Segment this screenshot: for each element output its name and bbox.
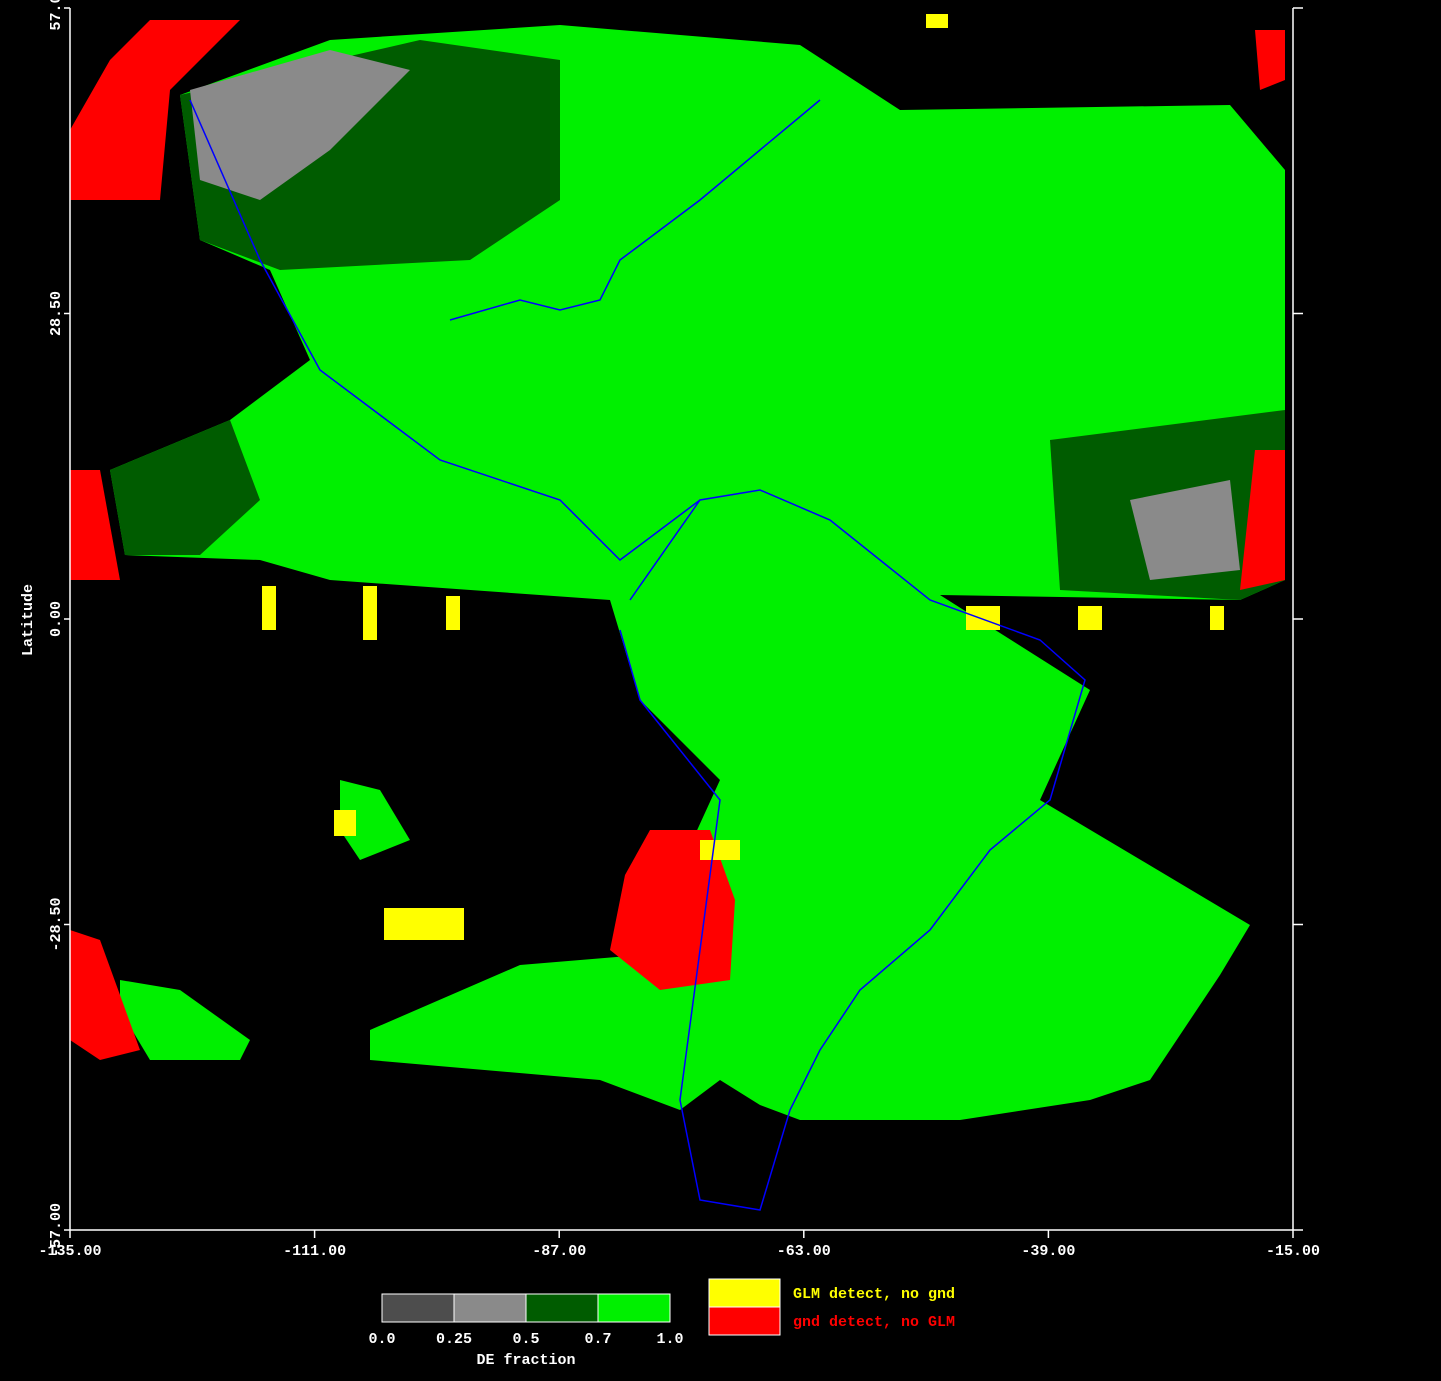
glm-only-cell xyxy=(363,586,377,640)
glm-only-cell xyxy=(700,840,740,860)
colorbar-tick-label: 0.5 xyxy=(512,1331,539,1348)
detection-region xyxy=(190,50,410,200)
colorbar-segment xyxy=(453,1293,527,1323)
y-tick-label: 28.50 xyxy=(48,291,65,336)
glm-only-cell xyxy=(384,908,464,940)
map-cells xyxy=(70,14,1285,1120)
x-tick-label: -135.00 xyxy=(38,1243,101,1260)
coastline xyxy=(449,99,821,321)
detection-region xyxy=(110,420,260,555)
gnd-only-region xyxy=(70,470,120,580)
gnd-only-region xyxy=(610,830,735,990)
legend-label: gnd detect, no GLM xyxy=(793,1314,955,1331)
x-tick-label: -87.00 xyxy=(532,1243,586,1260)
colorbar-segment xyxy=(381,1293,455,1323)
colorbar-tick-label: 0.0 xyxy=(368,1331,395,1348)
x-tick-label: -39.00 xyxy=(1021,1243,1075,1260)
y-tick-label: -28.50 xyxy=(48,897,65,951)
glm-only-cells xyxy=(262,14,1224,940)
legend: 0.0 0.25 0.5 0.7 1.0 DE fraction GLM detect, n… xyxy=(368,1278,955,1369)
colorbar-title: DE fraction xyxy=(476,1352,575,1369)
gnd-only-region xyxy=(1255,30,1285,90)
glm-only-cell xyxy=(926,14,948,28)
y-tick-label: 57.00 xyxy=(48,0,65,31)
gnd-only-region xyxy=(70,20,240,200)
glm-only-cell xyxy=(966,606,1000,630)
legend-label: GLM detect, no gnd xyxy=(793,1286,955,1303)
colorbar-tick-label: 1.0 xyxy=(656,1331,683,1348)
y-tick-label: 0.00 xyxy=(48,601,65,637)
glm-only-cell xyxy=(334,810,356,836)
colorbar-tick-label: 0.25 xyxy=(436,1331,472,1348)
gnd-only-region xyxy=(70,930,140,1060)
axes: -135.00 -111.00 -87.00 -63.00 -39.00 -15.00 -5… xyxy=(38,0,1320,1260)
colorbar-segment xyxy=(597,1293,671,1323)
y-axis-title: Latitude xyxy=(20,584,37,656)
glm-only-cell xyxy=(1078,606,1102,630)
detection-region xyxy=(1130,480,1240,580)
detection-region xyxy=(340,780,410,860)
legend-swatch xyxy=(708,1306,781,1336)
y-tick-label: -57.00 xyxy=(48,1203,65,1257)
x-tick-label: -111.00 xyxy=(283,1243,346,1260)
coastline xyxy=(189,99,701,561)
glm-only-cell xyxy=(446,596,460,630)
colorbar-tick-label: 0.7 xyxy=(584,1331,611,1348)
x-tick-label: -63.00 xyxy=(777,1243,831,1260)
detection-region xyxy=(120,980,250,1060)
glm-only-cell xyxy=(262,586,276,630)
colorbar-segment xyxy=(525,1293,599,1323)
coastline xyxy=(619,489,1086,1211)
detection-region xyxy=(110,25,1285,1120)
legend-swatch xyxy=(708,1278,781,1308)
coastlines xyxy=(189,99,1086,1211)
x-tick-label: -15.00 xyxy=(1266,1243,1320,1260)
gnd-only-region xyxy=(1240,450,1285,590)
glm-only-cell xyxy=(1210,606,1224,630)
